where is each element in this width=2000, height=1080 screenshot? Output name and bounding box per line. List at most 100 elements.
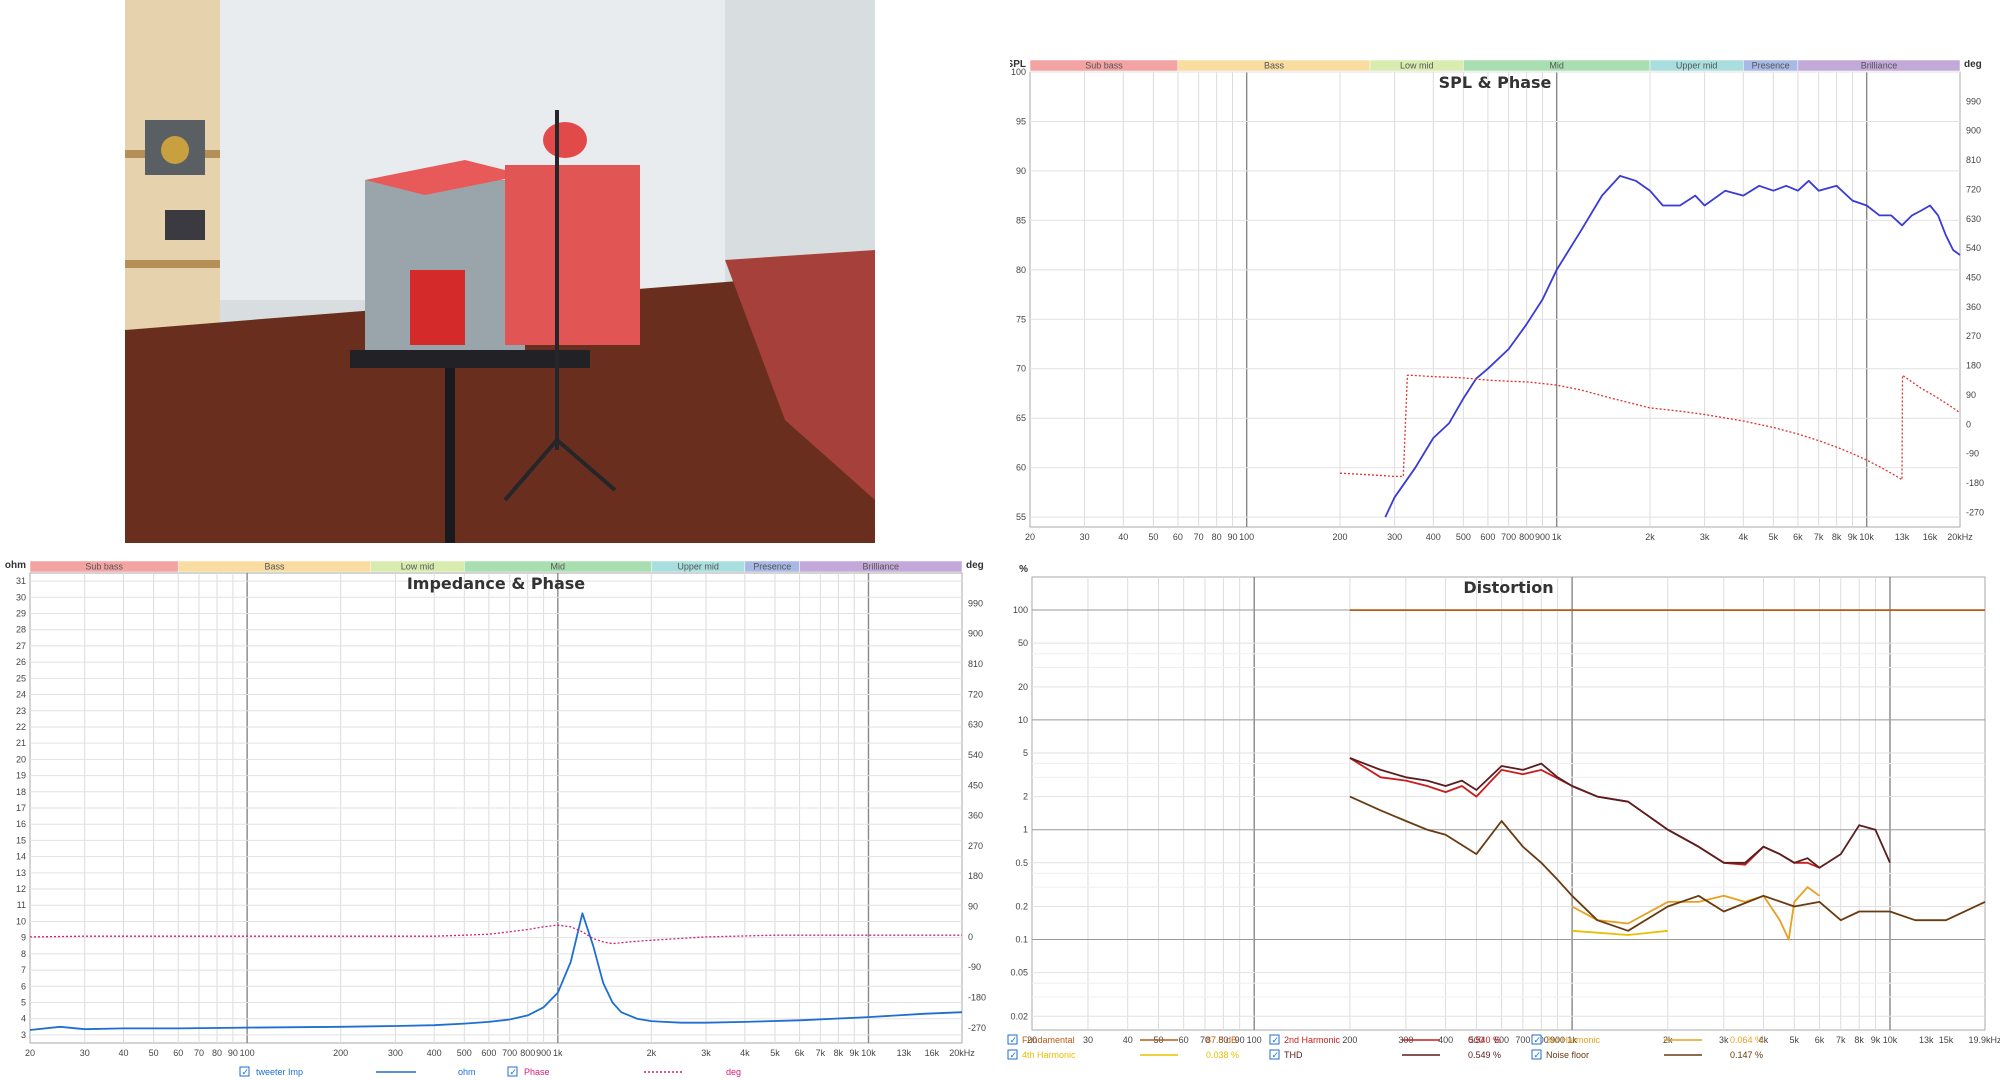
band-label-4: Upper mid <box>677 562 719 572</box>
series-line-2 <box>1571 886 1821 941</box>
y-tick-label: 20 <box>1018 682 1028 692</box>
dist-legend-value-2: 0.064 % <box>1730 1035 1763 1045</box>
x-tick-label: 15k <box>1939 1035 1954 1045</box>
x-tick-label: 8k <box>834 1048 844 1058</box>
dist-legend-check-icon: ✓ <box>1272 1035 1280 1045</box>
band-6 <box>799 560 963 573</box>
y-tick-label: 9 <box>21 933 26 943</box>
x-tick-label: 700 <box>502 1048 517 1058</box>
legend-check-icon: ✓ <box>510 1067 518 1077</box>
y-tick-label: 100 <box>1013 605 1028 615</box>
y-tick-label: 5 <box>21 997 26 1007</box>
y-tick-label: 80 <box>1016 265 1026 275</box>
y-tick-label: 0.5 <box>1015 858 1028 868</box>
series-line-1 <box>29 924 962 945</box>
x-tick-label: 4k <box>1759 1035 1769 1045</box>
band-label-6: Brilliance <box>863 562 900 572</box>
x-tick-label: 9k <box>850 1048 860 1058</box>
dist-legend-value-4: 0.549 % <box>1468 1050 1501 1060</box>
band-label-1: Bass <box>264 562 285 572</box>
band-label-2: Low mid <box>401 562 435 572</box>
legend-unit-0: ohm <box>458 1067 476 1077</box>
x-tick-label: 100 <box>240 1048 255 1058</box>
y-tick-label: 8 <box>21 949 26 959</box>
y2-tick-label: 900 <box>1966 126 1981 136</box>
y-tick-label: 25 <box>16 673 26 683</box>
y2-tick-label: 810 <box>1966 155 1981 165</box>
x-tick-label: 10k <box>1859 532 1874 542</box>
x-tick-label: 6k <box>1815 1035 1825 1045</box>
x-tick-label: 900 <box>1550 1035 1565 1045</box>
y-tick-label: 21 <box>16 738 26 748</box>
y2-tick-label: 450 <box>1966 272 1981 282</box>
x-tick-label: 6k <box>1793 532 1803 542</box>
band-label-5: Presence <box>1752 61 1790 71</box>
x-tick-label: 6k <box>795 1048 805 1058</box>
y-tick-label: 29 <box>16 609 26 619</box>
dist-legend-checkbox-5 <box>1531 1049 1542 1060</box>
x-tick-label: 80 <box>1218 1035 1228 1045</box>
y2-tick-label: 450 <box>968 780 983 790</box>
x-tick-label: 400 <box>427 1048 442 1058</box>
y2-tick-label: 990 <box>1966 96 1981 106</box>
y2-axis-label: deg <box>1964 60 1982 70</box>
y2-tick-label: 270 <box>1966 331 1981 341</box>
y-tick-label: 28 <box>16 625 26 635</box>
x-tick-label: 1k <box>1552 532 1562 542</box>
y2-tick-label: 540 <box>968 750 983 760</box>
chart-title: Distortion <box>1463 578 1553 597</box>
plot-area <box>1029 71 1961 528</box>
x-tick-label: 5k <box>770 1048 780 1058</box>
dist-legend-checkbox-3 <box>1007 1049 1018 1060</box>
x-tick-label: 20kHz <box>1947 532 1973 542</box>
dist-legend-check-icon: ✓ <box>1010 1035 1018 1045</box>
x-tick-label: 80 <box>212 1048 222 1058</box>
x-tick-label: 7k <box>816 1048 826 1058</box>
band-label-3: Mid <box>1549 61 1564 71</box>
x-tick-label: 16k <box>925 1048 940 1058</box>
y-tick-label: 11 <box>17 900 26 910</box>
y-tick-label: 0.05 <box>1010 968 1028 978</box>
y-tick-label: 10 <box>1018 715 1028 725</box>
photo-illustration <box>125 0 875 543</box>
y-tick-label: 55 <box>1016 512 1026 522</box>
x-tick-label: 300 <box>1387 532 1402 542</box>
x-tick-label: 70 <box>1200 1035 1210 1045</box>
y2-tick-label: -270 <box>1966 507 1984 517</box>
series-line-1 <box>1339 374 1961 481</box>
y2-tick-label: 720 <box>1966 184 1981 194</box>
dist-legend-check-icon: ✓ <box>1534 1035 1542 1045</box>
x-tick-label: 3k <box>1700 532 1710 542</box>
x-tick-label: 20 <box>1025 532 1035 542</box>
x-tick-label: 200 <box>1332 532 1347 542</box>
band-label-0: Sub bass <box>85 562 123 572</box>
y2-tick-label: 360 <box>968 811 983 821</box>
legend-checkbox-1 <box>507 1066 518 1077</box>
speaker-measurement-photo <box>125 0 875 543</box>
dist-legend-label-3: 4th Harmonic <box>1022 1050 1076 1060</box>
band-label-1: Bass <box>1264 61 1285 71</box>
legend-check-icon: ✓ <box>242 1067 250 1077</box>
x-tick-label: 8k <box>1832 532 1842 542</box>
band-label-3: Mid <box>551 562 566 572</box>
x-tick-label: 500 <box>457 1048 472 1058</box>
y-tick-label: 27 <box>16 641 26 651</box>
y-tick-label: 30 <box>16 592 26 602</box>
x-tick-label: 3k <box>1719 1035 1729 1045</box>
x-tick-label: 4k <box>1739 532 1749 542</box>
y2-tick-label: -90 <box>968 962 981 972</box>
y-axis-label: ohm <box>5 560 26 571</box>
y-tick-label: 0.1 <box>1015 935 1028 945</box>
series-line-4 <box>1349 757 1891 869</box>
y2-tick-label: 180 <box>968 871 983 881</box>
y-tick-label: 5 <box>1023 748 1028 758</box>
y2-tick-label: 270 <box>968 841 983 851</box>
x-tick-label: 50 <box>149 1048 159 1058</box>
y-tick-label: 31 <box>16 576 26 586</box>
x-tick-label: 5k <box>1769 532 1779 542</box>
x-tick-label: 5k <box>1790 1035 1800 1045</box>
dist-legend-label-2: 3rd Harmonic <box>1546 1035 1601 1045</box>
x-tick-label: 10k <box>1883 1035 1898 1045</box>
x-tick-label: 500 <box>1469 1035 1484 1045</box>
